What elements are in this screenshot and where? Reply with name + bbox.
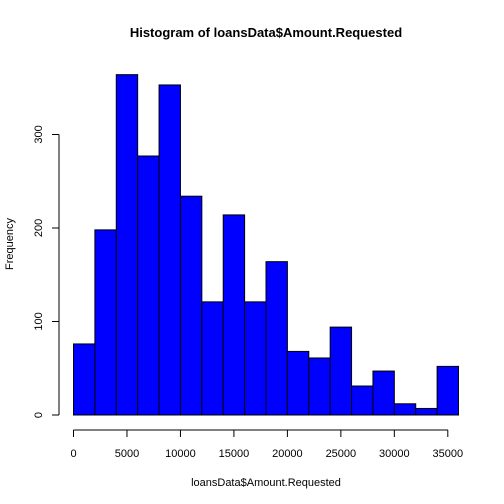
y-axis: 0 100 200 300 (33, 125, 60, 418)
histogram-bar (372, 370, 395, 416)
histogram-bar (179, 195, 203, 416)
bars-group (73, 74, 460, 416)
histogram-bar (201, 301, 224, 416)
x-tick-label: 10000 (165, 448, 196, 460)
histogram-bar (222, 214, 246, 416)
y-tick-label: 300 (33, 125, 45, 143)
x-axis-label: loansData$Amount.Requested (191, 477, 341, 489)
histogram-bar (115, 74, 139, 416)
x-tick-label: 30000 (379, 448, 410, 460)
y-tick-label: 100 (33, 312, 45, 330)
y-tick-label: 0 (33, 412, 45, 418)
x-tick-label: 5000 (115, 448, 139, 460)
histogram-bar (415, 407, 438, 416)
histogram-bar (308, 357, 331, 416)
x-tick-label: 25000 (326, 448, 357, 460)
histogram-bar (244, 301, 267, 416)
x-tick-label: 20000 (272, 448, 303, 460)
histogram-bar (436, 365, 460, 416)
chart-title: Histogram of loansData$Amount.Requested (130, 25, 402, 40)
y-axis-label: Frequency (4, 218, 16, 270)
x-tick-label: 0 (70, 448, 76, 460)
x-tick-label: 35000 (433, 448, 464, 460)
histogram-bar (393, 403, 417, 416)
histogram-bar (329, 326, 353, 416)
histogram-bar (94, 229, 117, 416)
histogram-bar (286, 350, 310, 416)
x-axis: 0 5000 10000 15000 20000 25000 30000 35000 (70, 429, 464, 460)
histogram-bar (73, 343, 96, 416)
histogram-bar (158, 84, 181, 416)
x-tick-label: 15000 (219, 448, 250, 460)
histogram-bar (137, 155, 160, 416)
histogram-bar (265, 261, 288, 416)
y-tick-label: 200 (33, 219, 45, 237)
histogram-bar (351, 385, 374, 416)
